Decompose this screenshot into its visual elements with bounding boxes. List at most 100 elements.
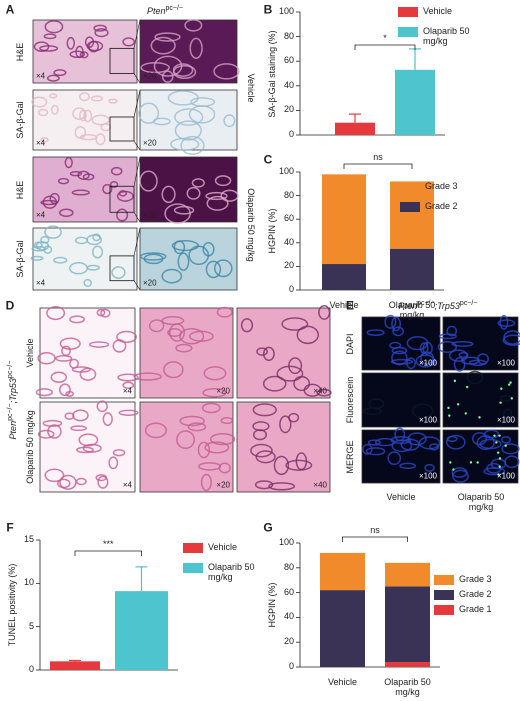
tissue-texture <box>40 235 50 244</box>
inset-box <box>109 255 135 282</box>
micrograph <box>361 429 441 484</box>
tissue-texture <box>429 443 440 451</box>
tissue-texture <box>44 468 65 483</box>
error-bar <box>409 48 421 70</box>
tissue-texture <box>79 109 87 122</box>
tissue-texture <box>75 477 87 486</box>
magnification: ×40 <box>313 480 327 490</box>
legend-label: Olaparib 50 mg/kg <box>423 26 470 46</box>
tissue-texture <box>69 171 82 177</box>
tissue-texture <box>76 446 94 454</box>
tissue-texture <box>392 326 404 337</box>
tissue-texture <box>399 462 417 470</box>
legend-label: Grade 3 <box>425 181 458 192</box>
tissue-texture <box>150 36 176 55</box>
tissue-texture <box>44 225 62 239</box>
legend-swatch <box>434 590 454 600</box>
tissue-texture <box>109 181 119 188</box>
fluorescent-spot <box>498 434 501 437</box>
tissue-texture <box>139 170 158 192</box>
fluorescent-spot <box>456 403 460 406</box>
tissue-texture <box>33 41 50 52</box>
bar-segment <box>385 586 430 663</box>
magnification: ×4 <box>122 386 132 396</box>
title-part: Pten <box>8 420 19 440</box>
tissue-texture <box>387 451 402 466</box>
tissue-texture <box>501 443 520 455</box>
tissue-texture <box>213 63 240 80</box>
y-tick-label: 0 <box>288 661 294 672</box>
tissue-texture <box>452 469 469 483</box>
y-tick-label: 5 <box>28 620 34 631</box>
title-part: pc−/− <box>7 403 15 421</box>
tissue-texture <box>391 350 408 366</box>
tissue-texture <box>256 347 268 356</box>
tissue-texture <box>48 93 58 99</box>
tissue-texture <box>116 330 138 344</box>
panel-label: B <box>263 2 273 17</box>
tissue-texture <box>202 242 215 257</box>
tissue-texture <box>206 195 229 211</box>
tissue-texture <box>184 19 203 32</box>
fluorescent-spot <box>510 397 513 400</box>
tissue-texture <box>218 462 231 474</box>
tissue-texture <box>316 388 332 397</box>
panel-label: D <box>5 298 15 313</box>
micrograph <box>39 307 136 399</box>
magnification: ×20 <box>216 480 230 490</box>
tissue-texture <box>69 261 89 275</box>
tissue-texture <box>66 36 75 50</box>
tissue-texture <box>122 381 135 389</box>
significance-bracket <box>343 163 413 169</box>
tissue-texture <box>140 62 170 74</box>
tissue-texture <box>91 245 104 259</box>
tissue-texture <box>110 166 123 176</box>
tissue-texture <box>220 189 239 202</box>
fluorescent-spot <box>452 468 455 471</box>
fluorescent-spot <box>498 457 502 460</box>
panel-label: G <box>263 520 273 535</box>
bar-segment <box>390 181 434 249</box>
tissue-texture <box>59 474 77 490</box>
y-tick-label: 15 <box>23 534 34 545</box>
legend-swatch <box>183 543 203 553</box>
tissue-texture <box>74 125 87 139</box>
tissue-texture <box>97 475 109 489</box>
tissue-texture <box>112 449 126 457</box>
tissue-texture <box>180 135 205 156</box>
tissue-texture <box>40 136 49 143</box>
tissue-texture <box>174 120 202 141</box>
bar <box>50 661 100 670</box>
bar <box>335 122 375 135</box>
tissue-texture <box>446 325 458 337</box>
panel-label: C <box>263 152 273 167</box>
tissue-texture <box>118 409 139 416</box>
tissue-texture <box>446 434 466 450</box>
tissue-texture <box>394 427 406 442</box>
x-tick-label: Olaparib 50 mg/kg <box>384 677 431 697</box>
tissue-texture <box>46 305 66 321</box>
tissue-texture <box>179 415 205 427</box>
tissue-texture <box>418 436 441 450</box>
fluorescent-spot <box>496 451 500 454</box>
y-tick-label: 100 <box>278 166 294 177</box>
tissue-texture <box>223 114 236 128</box>
inset-connector <box>133 140 141 151</box>
fluorescent-spot <box>495 441 498 444</box>
tissue-texture <box>50 371 68 384</box>
fluorescent-spot <box>504 444 507 447</box>
tissue-texture <box>53 69 67 77</box>
tissue-texture <box>189 37 203 59</box>
title-part: pc−/− <box>417 300 435 308</box>
row-label: SA-β-Gal <box>15 101 26 139</box>
tissue-texture <box>273 455 290 476</box>
inset-connector <box>133 156 141 187</box>
legend-label: Grade 2 <box>459 589 492 600</box>
significance-label: ns <box>370 525 380 536</box>
title-part: ;Trp53 <box>434 301 460 312</box>
tissue-texture <box>133 372 162 381</box>
y-axis-label: TUNEL positivity (%) <box>7 563 18 647</box>
bar-segment <box>390 248 434 290</box>
tissue-texture <box>37 351 56 365</box>
